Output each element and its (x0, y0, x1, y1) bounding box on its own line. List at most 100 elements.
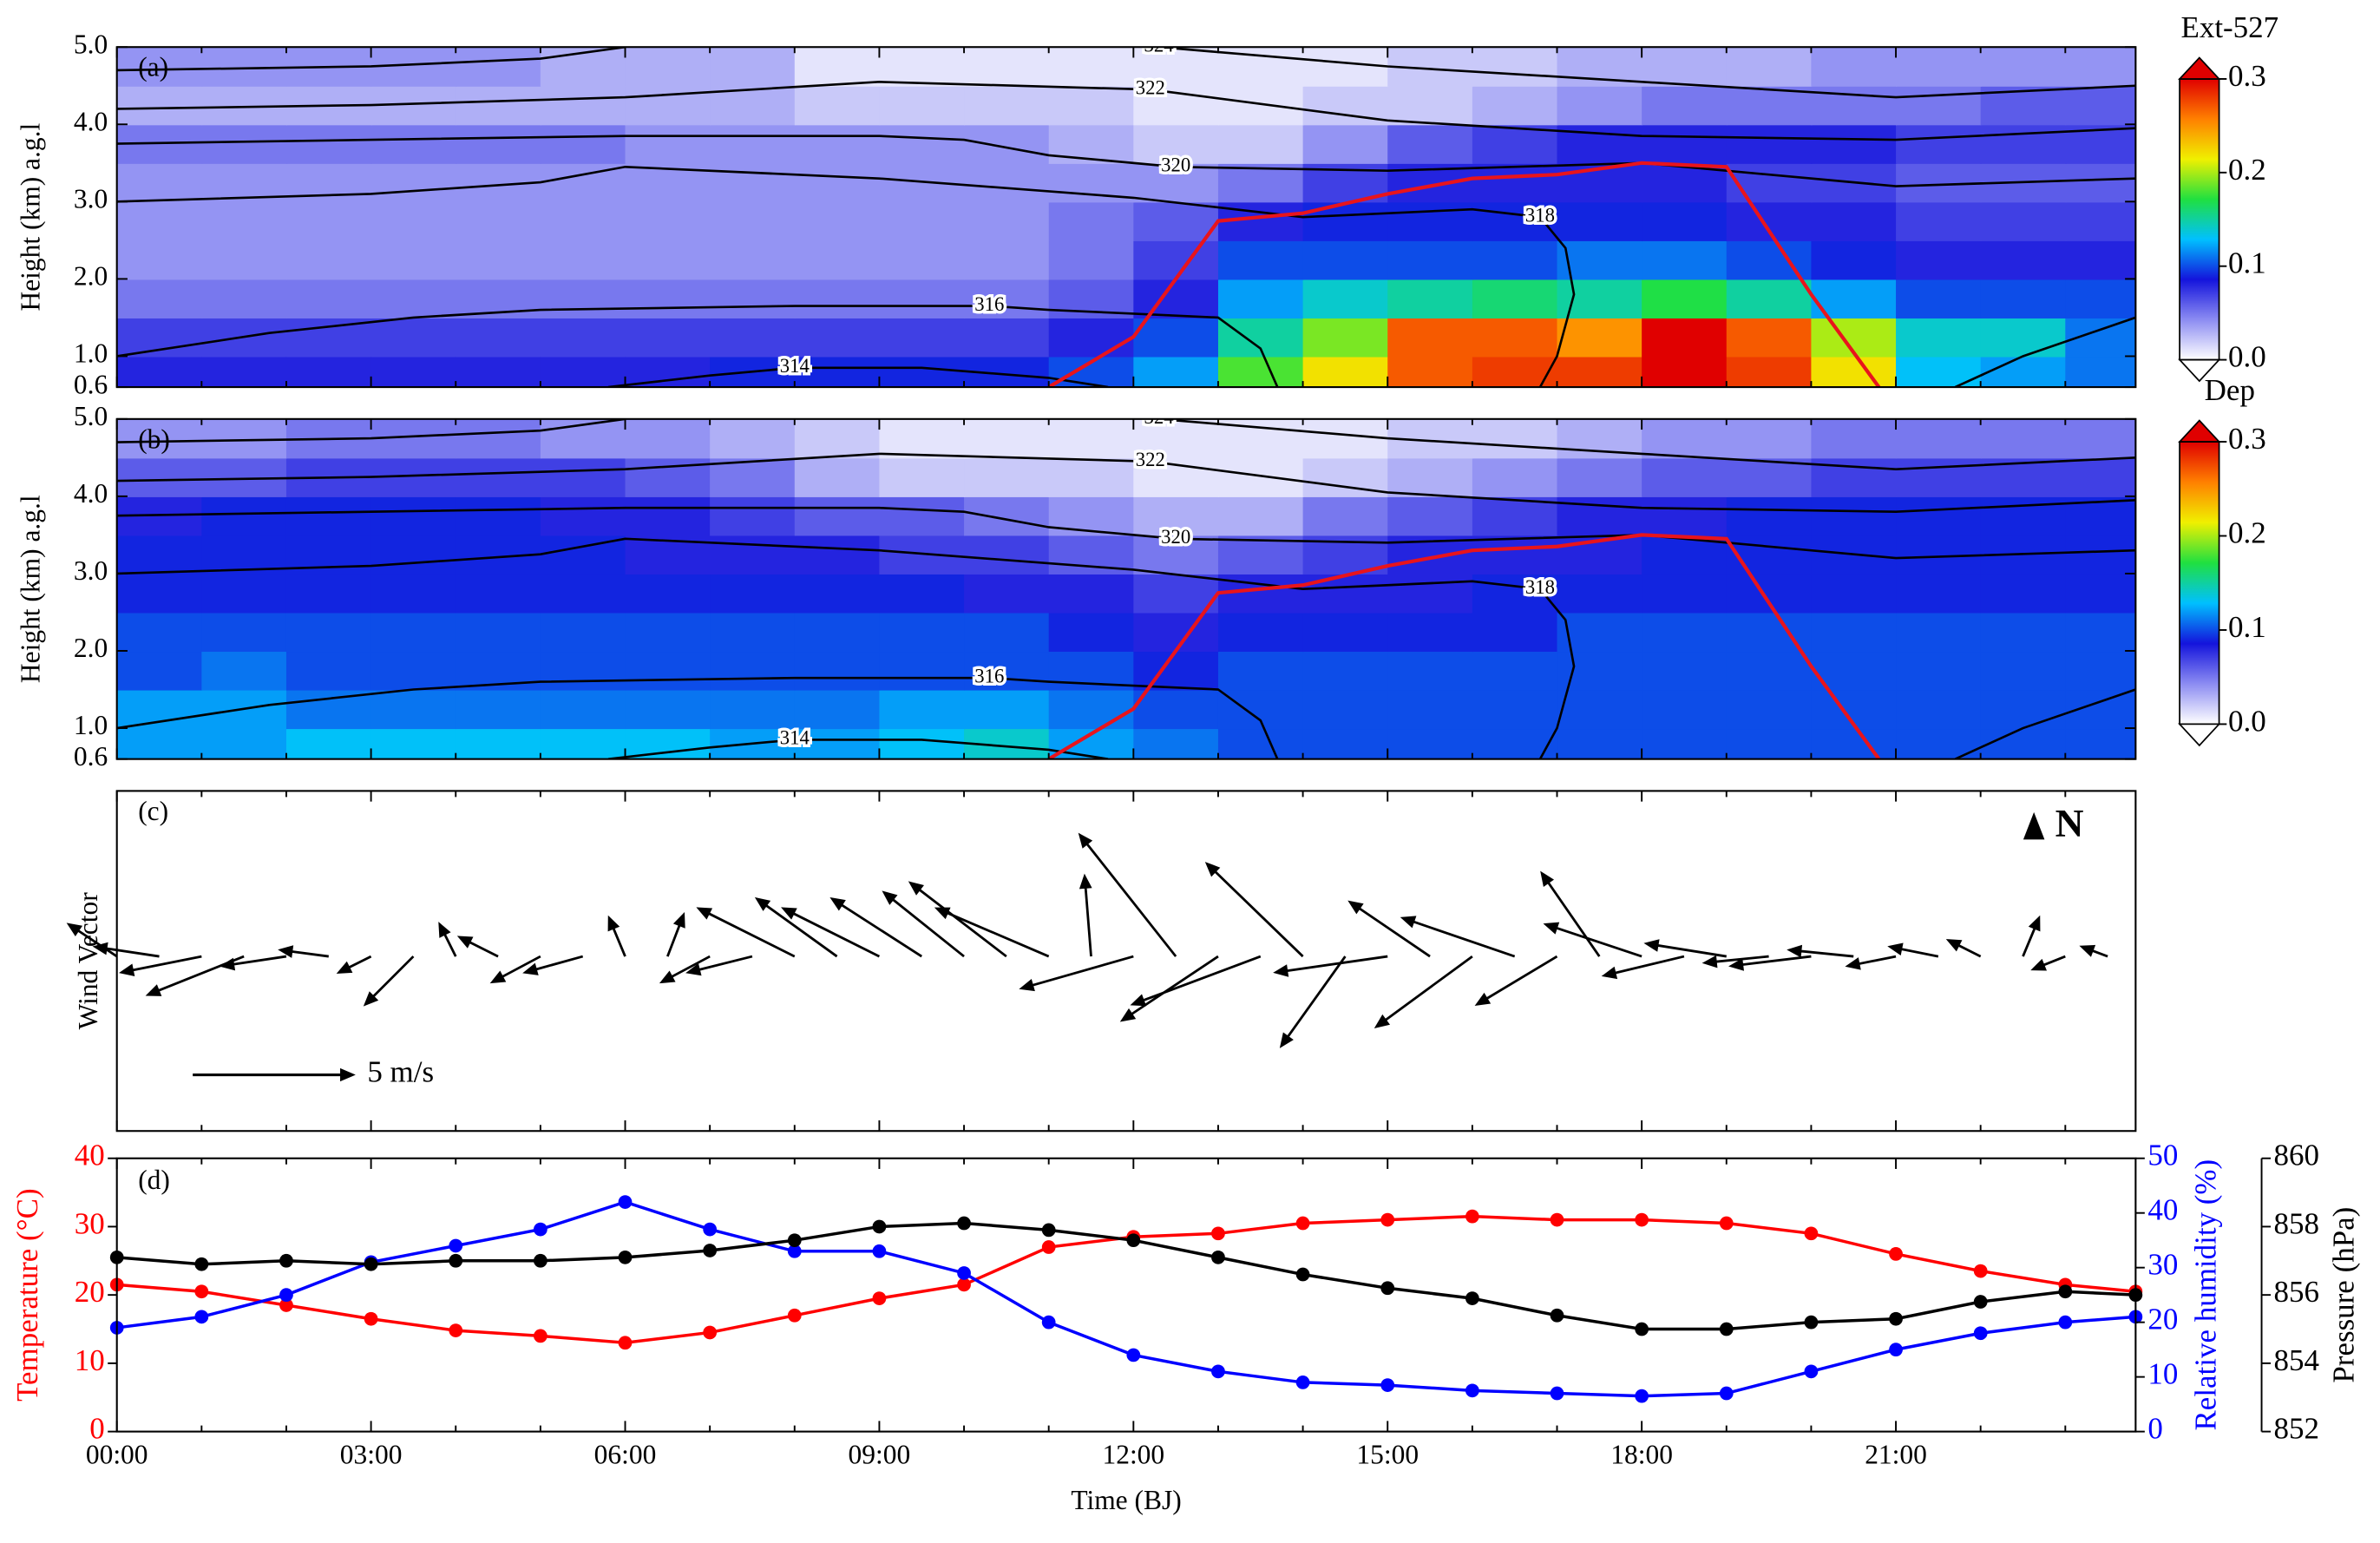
y-tick-label: 10 (2147, 1357, 2178, 1391)
heatmap-cell (710, 535, 796, 575)
heatmap-cell (1642, 457, 1728, 497)
heatmap-cells: 314 316 318 320 322 324 (116, 406, 2136, 759)
series-point (364, 1311, 378, 1326)
heatmap-cell (1896, 573, 1982, 614)
heatmap-cell (370, 124, 457, 164)
heatmap-cell (794, 85, 881, 126)
heatmap-cell (964, 689, 1050, 730)
heatmap-cell (1642, 356, 1728, 388)
y-tick-label: 2.0 (74, 633, 108, 663)
y-tick-label: 20 (75, 1275, 105, 1309)
heatmap-cell (1726, 728, 1813, 759)
heatmap-cell (964, 47, 1050, 87)
heatmap-cell (710, 240, 796, 280)
heatmap-cell (116, 356, 203, 388)
heatmap-cell (1642, 124, 1728, 164)
series-point (1211, 1226, 1225, 1241)
heatmap-cell (1133, 650, 1220, 691)
heatmap-cell (456, 240, 541, 280)
contour-label: 320 (1161, 526, 1190, 548)
y-axis-label: Wind Vector (73, 892, 103, 1030)
series-point (787, 1233, 802, 1248)
series-point (618, 1195, 633, 1209)
heatmap-cell (1980, 201, 2067, 241)
heatmap-cell (2065, 457, 2136, 497)
heatmap-cell (1557, 457, 1643, 497)
series-point (703, 1222, 718, 1237)
heatmap-cell (116, 240, 203, 280)
heatmap-cell (370, 317, 457, 358)
heatmap-cell (1896, 728, 1982, 759)
heatmap-cell (1557, 612, 1643, 653)
heatmap-cell (1642, 650, 1728, 691)
y-axis-label: Height (km) a.g.l (16, 495, 46, 683)
heatmap-cell (1387, 573, 1473, 614)
series-point (1973, 1295, 1988, 1309)
heatmap-cell (370, 240, 457, 280)
y-tick-label: 852 (2274, 1412, 2319, 1446)
heatmap-cell (1642, 47, 1728, 87)
heatmap-cell (540, 124, 626, 164)
heatmap-cell (625, 47, 711, 87)
heatmap-cell (1133, 418, 1220, 459)
series-point (957, 1266, 971, 1280)
heatmap-cell (1811, 418, 1898, 459)
series-point (1635, 1212, 1649, 1227)
heatmap-cell (1472, 279, 1558, 318)
heatmap-cell (1811, 356, 1898, 388)
heatmap-cell (625, 573, 711, 614)
series-point (534, 1253, 547, 1268)
heatmap-cell (1133, 279, 1220, 318)
x-tick-label: 00:00 (86, 1440, 148, 1470)
colorbar (2179, 441, 2220, 726)
heatmap-cell (201, 496, 288, 536)
heatmap-cell (1217, 728, 1304, 759)
series-point (1973, 1264, 1988, 1278)
heatmap-cell (1980, 612, 2067, 653)
heatmap-cell (1472, 728, 1558, 759)
heatmap-cell (540, 356, 626, 388)
colorbar-extend (2178, 56, 2221, 80)
heatmap-cell (879, 85, 966, 126)
heatmap-cell (540, 689, 626, 730)
heatmap-cell (794, 535, 881, 575)
panel-label: (c) (138, 796, 168, 826)
contour-line (116, 165, 1576, 388)
heatmap-cell (1980, 728, 2067, 759)
key-label: 5 m/s (367, 1055, 434, 1089)
heatmap-cell (879, 201, 966, 241)
heatmap-cell (1642, 317, 1728, 358)
panel-label: (b) (138, 424, 170, 454)
heatmap-cell (456, 85, 541, 126)
contour-line (116, 80, 2136, 141)
x-tick-label: 06:00 (594, 1440, 657, 1470)
heatmap-cell (1217, 85, 1304, 126)
series-point (1380, 1378, 1395, 1392)
wind-arrow (1474, 955, 1558, 1006)
y-tick-label: 854 (2274, 1343, 2319, 1377)
panel-frame (115, 1157, 2137, 1433)
heatmap-cell (1302, 728, 1389, 759)
heatmap-cell (794, 496, 881, 536)
colorbar-tick-label: 0.1 (2228, 246, 2266, 280)
series-point (1889, 1311, 1903, 1326)
wind-arrow (1273, 955, 1388, 977)
contour-label: 324 (1144, 406, 1175, 428)
heatmap-cell (1726, 496, 1813, 536)
heatmap-cell (370, 279, 457, 318)
heatmap-cell (1048, 496, 1135, 536)
y-tick-label: 2.0 (74, 261, 108, 292)
series-point (279, 1253, 293, 1268)
heatmap-cell (625, 496, 711, 536)
heatmap-cell (1980, 496, 2067, 536)
contour-line (116, 135, 2136, 187)
heatmap-cell (370, 650, 457, 691)
heatmap-cell (794, 612, 881, 653)
wind-arrow (908, 881, 1007, 958)
panel-frame (115, 790, 2137, 1133)
heatmap-cell (1896, 496, 1982, 536)
contour-line (116, 452, 2136, 513)
series-point (957, 1216, 971, 1231)
